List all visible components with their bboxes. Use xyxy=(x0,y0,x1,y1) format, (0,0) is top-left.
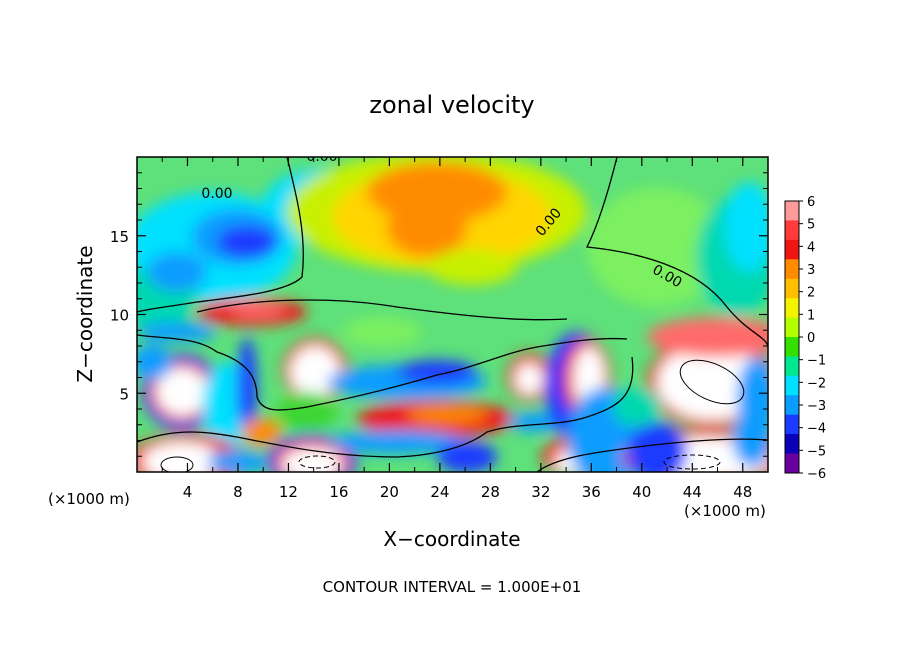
x-tick-label: 4 xyxy=(183,483,193,501)
colorbar-swatch xyxy=(785,317,799,338)
colorbar-tick-label: 2 xyxy=(807,286,815,301)
colorbar-swatch xyxy=(785,434,799,455)
colorbar-swatch xyxy=(785,414,799,435)
contour-label: 0.00 xyxy=(306,149,337,165)
colorbar-swatch xyxy=(785,259,799,280)
colorbar-tick-label: −4 xyxy=(807,422,826,437)
colorbar-tick-label: −1 xyxy=(807,354,826,369)
x-tick-label: 16 xyxy=(329,483,348,501)
x-tick-label: 36 xyxy=(582,483,601,501)
x-unit-right: (×1000 m) xyxy=(684,502,766,520)
chart-title: zonal velocity xyxy=(369,91,534,119)
x-tick-label: 12 xyxy=(279,483,298,501)
x-axis-ticks: 4 8 12 16 20 24 28 32 36 40 44 48 xyxy=(161,157,752,501)
colorbar-swatch xyxy=(785,356,799,377)
colorbar-tick-label: 1 xyxy=(807,308,815,323)
plot-area: 0.000.000.000.000.00 xyxy=(137,125,768,472)
x-tick-label: 24 xyxy=(430,483,449,501)
colorbar-tick-label: 0 xyxy=(807,331,815,346)
y-tick-label: 10 xyxy=(110,307,129,325)
colorbar-swatch xyxy=(785,298,799,319)
x-tick-label: 8 xyxy=(233,483,243,501)
colorbar-tick-label: −2 xyxy=(807,376,826,391)
colorbar-tick-label: 3 xyxy=(807,263,815,278)
y-axis-label: Z−coordinate xyxy=(73,245,97,382)
colorbar-swatch xyxy=(785,395,799,416)
colorbar-swatch xyxy=(785,278,799,299)
x-unit-left: (×1000 m) xyxy=(48,490,130,508)
colorbar-swatch xyxy=(785,239,799,260)
x-tick-label: 32 xyxy=(531,483,550,501)
colorbar-tick-label: 6 xyxy=(807,195,815,210)
colorbar-swatch xyxy=(785,220,799,241)
colorbar: 6 5 4 3 2 1 0 −1 −2 −3 −4 −5 −6 xyxy=(784,195,826,482)
contour-label: 0.00 xyxy=(224,125,255,141)
colorbar-swatch xyxy=(785,453,799,474)
y-tick-label: 5 xyxy=(119,385,129,403)
y-axis-ticks: 5 10 15 xyxy=(110,172,768,457)
x-tick-label: 40 xyxy=(632,483,651,501)
x-tick-label: 44 xyxy=(683,483,702,501)
y-tick-label: 15 xyxy=(110,228,129,246)
colorbar-tick-label: 4 xyxy=(807,240,815,255)
contour-interval-note: CONTOUR INTERVAL = 1.000E+01 xyxy=(323,578,582,596)
x-axis-label: X−coordinate xyxy=(383,527,520,551)
colorbar-tick-label: 5 xyxy=(807,218,815,233)
x-tick-label: 48 xyxy=(733,483,752,501)
colorbar-tick-label: −5 xyxy=(807,444,826,459)
colorbar-tick-label: −3 xyxy=(807,399,826,414)
colorbar-swatch xyxy=(785,201,799,221)
colorbar-tick-label: −6 xyxy=(807,467,826,482)
colorbar-swatch xyxy=(785,337,799,357)
colorbar-swatch xyxy=(785,375,799,396)
contour-label: 0.00 xyxy=(201,186,232,202)
x-tick-label: 28 xyxy=(481,483,500,501)
x-tick-label: 20 xyxy=(380,483,399,501)
